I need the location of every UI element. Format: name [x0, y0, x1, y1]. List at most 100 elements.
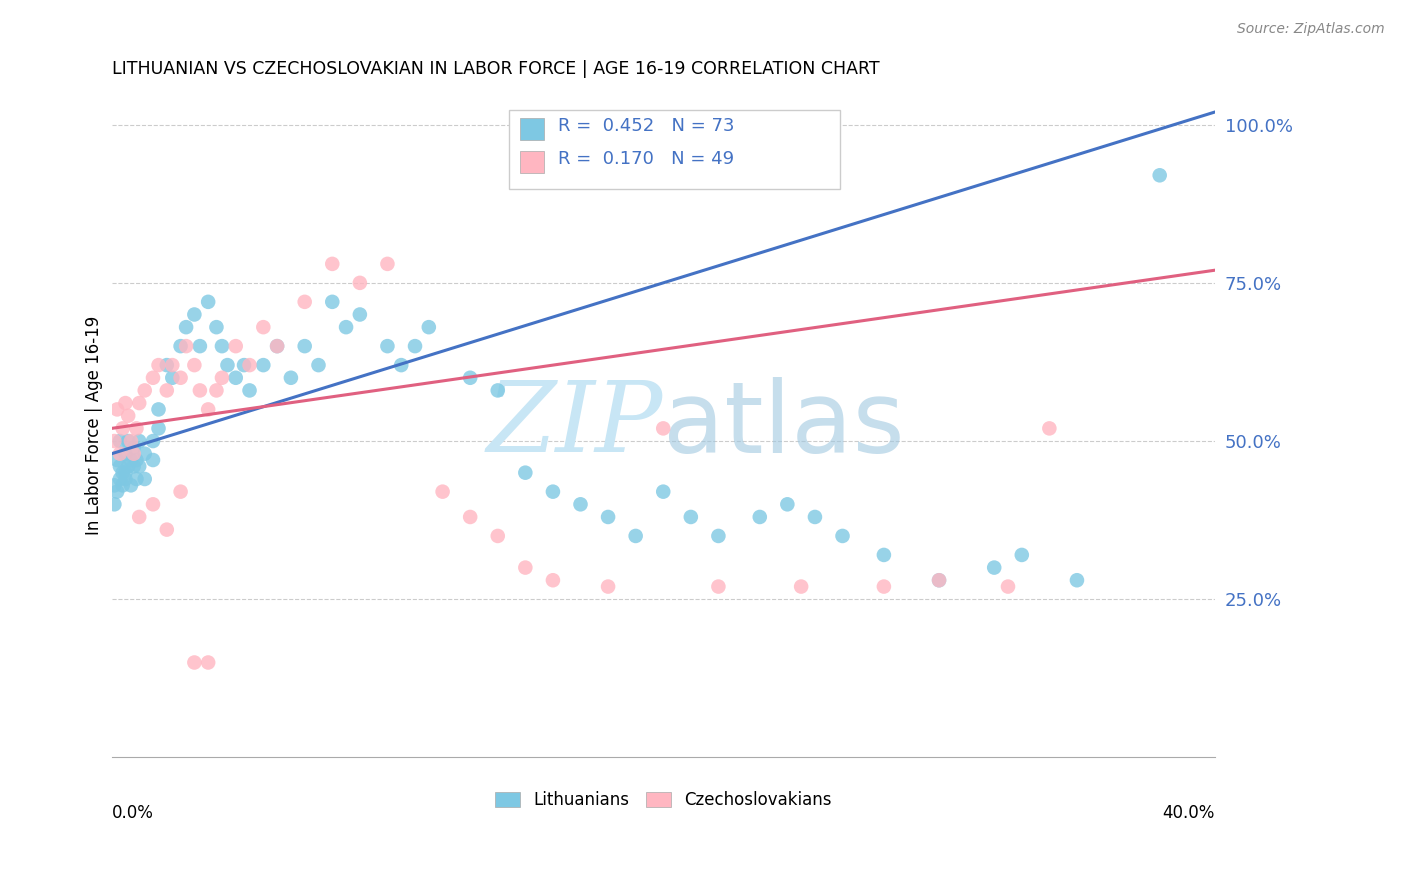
Point [1066, 573, 1088, 587]
Point [169, 339, 191, 353]
Point [377, 257, 399, 271]
Point [108, 472, 131, 486]
Point [111, 478, 134, 492]
Point [125, 453, 148, 467]
Point [108, 447, 131, 461]
Point [142, 497, 165, 511]
Point [541, 484, 564, 499]
Point [111, 466, 134, 480]
Point [225, 339, 247, 353]
Point [128, 510, 150, 524]
Point [266, 339, 288, 353]
Point [997, 580, 1019, 594]
Point [205, 320, 228, 334]
Point [225, 371, 247, 385]
Point [377, 339, 399, 353]
Point [169, 371, 191, 385]
Point [873, 580, 896, 594]
Point [128, 459, 150, 474]
Point [205, 384, 228, 398]
Point [120, 478, 142, 492]
Point [349, 276, 371, 290]
Point [117, 409, 139, 423]
Point [432, 484, 454, 499]
Point [404, 339, 426, 353]
Point [183, 358, 205, 372]
Point [174, 320, 197, 334]
Point [238, 384, 260, 398]
Point [103, 497, 125, 511]
Point [748, 510, 770, 524]
Point [108, 434, 131, 448]
Point [1149, 169, 1171, 183]
Point [596, 510, 619, 524]
Point [122, 441, 145, 455]
Point [128, 434, 150, 448]
Point [804, 510, 827, 524]
Point [776, 497, 799, 511]
Point [928, 573, 950, 587]
Point [103, 434, 125, 448]
Point [111, 421, 134, 435]
Point [148, 421, 170, 435]
Point [105, 453, 128, 467]
Point [156, 523, 179, 537]
Point [120, 434, 142, 448]
Point [188, 339, 211, 353]
Point [652, 421, 675, 435]
Point [142, 453, 165, 467]
Point [114, 466, 136, 480]
Point [458, 371, 481, 385]
Text: R =  0.452   N = 73: R = 0.452 N = 73 [558, 117, 735, 136]
Point [652, 484, 675, 499]
Point [266, 339, 288, 353]
Point [188, 384, 211, 398]
Point [294, 339, 316, 353]
Point [142, 434, 165, 448]
Y-axis label: In Labor Force | Age 16-19: In Labor Force | Age 16-19 [86, 316, 103, 535]
Point [335, 320, 357, 334]
Point [156, 358, 179, 372]
Point [1038, 421, 1060, 435]
Point [707, 529, 730, 543]
Point [790, 580, 813, 594]
Point [128, 396, 150, 410]
Point [134, 384, 156, 398]
Point [148, 402, 170, 417]
Point [211, 339, 233, 353]
Point [541, 573, 564, 587]
FancyBboxPatch shape [509, 110, 839, 189]
Point [156, 384, 179, 398]
Text: ZIP: ZIP [486, 377, 664, 473]
Point [211, 371, 233, 385]
Point [308, 358, 330, 372]
Point [169, 484, 191, 499]
Point [183, 308, 205, 322]
Point [148, 358, 170, 372]
Point [142, 371, 165, 385]
Point [294, 294, 316, 309]
Point [238, 358, 260, 372]
Point [108, 459, 131, 474]
Point [1011, 548, 1033, 562]
Legend: Lithuanians, Czechoslovakians: Lithuanians, Czechoslovakians [488, 784, 838, 815]
Point [114, 396, 136, 410]
Point [105, 484, 128, 499]
Point [120, 453, 142, 467]
Point [117, 459, 139, 474]
Point [233, 358, 256, 372]
Point [114, 447, 136, 461]
Point [103, 478, 125, 492]
Point [197, 656, 219, 670]
Point [197, 402, 219, 417]
Point [569, 497, 592, 511]
Point [162, 358, 184, 372]
Point [105, 402, 128, 417]
Point [515, 560, 537, 574]
Point [831, 529, 853, 543]
Point [125, 421, 148, 435]
Point [114, 472, 136, 486]
Point [280, 371, 302, 385]
Point [183, 656, 205, 670]
Point [197, 294, 219, 309]
